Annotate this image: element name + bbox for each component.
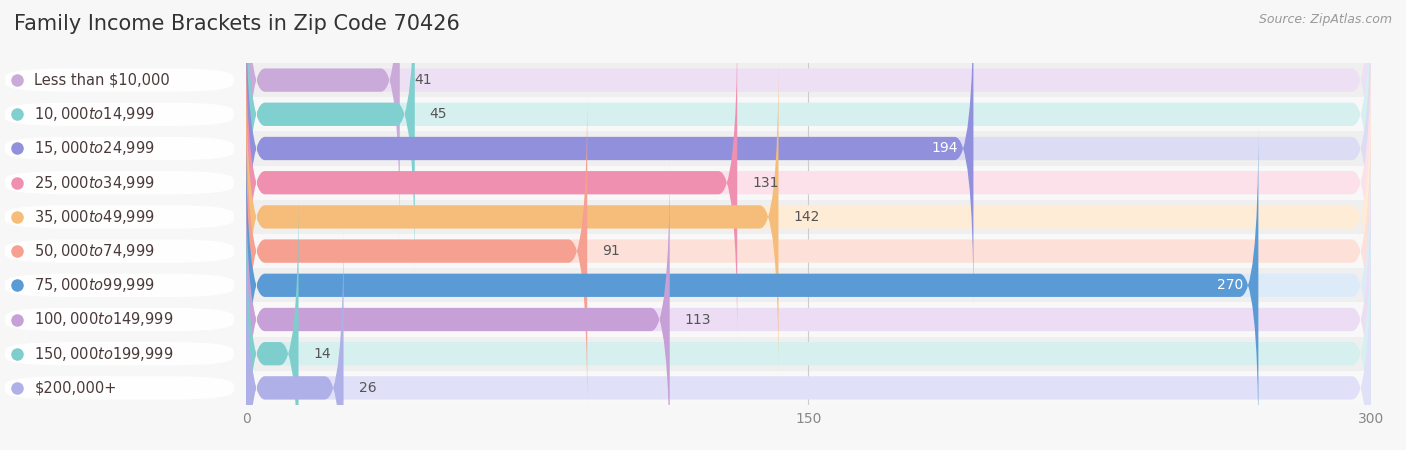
Bar [246,97,1371,131]
Text: 41: 41 [415,73,433,87]
FancyBboxPatch shape [4,274,233,297]
Text: 131: 131 [752,176,779,190]
Text: 26: 26 [359,381,377,395]
Bar [246,200,1371,234]
FancyBboxPatch shape [246,194,1371,450]
Text: $15,000 to $24,999: $15,000 to $24,999 [35,140,155,158]
FancyBboxPatch shape [246,229,343,450]
FancyBboxPatch shape [246,23,1371,342]
FancyBboxPatch shape [246,160,1371,450]
FancyBboxPatch shape [246,160,669,450]
Text: $75,000 to $99,999: $75,000 to $99,999 [35,276,155,294]
Bar [246,166,1371,200]
FancyBboxPatch shape [4,137,233,160]
FancyBboxPatch shape [4,342,233,365]
Text: 91: 91 [602,244,620,258]
Text: $200,000+: $200,000+ [35,380,117,396]
FancyBboxPatch shape [246,126,1258,445]
Bar [246,302,1371,337]
Text: Source: ZipAtlas.com: Source: ZipAtlas.com [1258,14,1392,27]
FancyBboxPatch shape [246,92,588,410]
Text: 14: 14 [314,346,332,361]
Text: Less than $10,000: Less than $10,000 [35,72,170,88]
Text: 270: 270 [1218,278,1243,293]
FancyBboxPatch shape [4,68,233,92]
FancyBboxPatch shape [4,239,233,263]
Text: $150,000 to $199,999: $150,000 to $199,999 [35,345,174,363]
FancyBboxPatch shape [246,92,1371,410]
FancyBboxPatch shape [4,308,233,331]
Text: 194: 194 [932,141,959,156]
FancyBboxPatch shape [4,171,233,194]
FancyBboxPatch shape [4,103,233,126]
Text: Family Income Brackets in Zip Code 70426: Family Income Brackets in Zip Code 70426 [14,14,460,33]
Text: 45: 45 [430,107,447,122]
FancyBboxPatch shape [246,0,415,274]
Text: $50,000 to $74,999: $50,000 to $74,999 [35,242,155,260]
Bar [246,371,1371,405]
FancyBboxPatch shape [4,376,233,400]
Bar [246,337,1371,371]
Text: 142: 142 [793,210,820,224]
Text: 113: 113 [685,312,711,327]
FancyBboxPatch shape [246,126,1371,445]
FancyBboxPatch shape [4,205,233,229]
FancyBboxPatch shape [246,0,1371,274]
Text: $100,000 to $149,999: $100,000 to $149,999 [35,310,174,328]
Text: $10,000 to $14,999: $10,000 to $14,999 [35,105,155,123]
FancyBboxPatch shape [246,0,1371,239]
FancyBboxPatch shape [246,194,298,450]
FancyBboxPatch shape [246,0,399,239]
FancyBboxPatch shape [246,0,973,308]
Text: $25,000 to $34,999: $25,000 to $34,999 [35,174,155,192]
Text: $35,000 to $49,999: $35,000 to $49,999 [35,208,155,226]
Bar [246,234,1371,268]
Bar [246,268,1371,302]
FancyBboxPatch shape [246,229,1371,450]
FancyBboxPatch shape [246,23,737,342]
FancyBboxPatch shape [246,58,1371,376]
FancyBboxPatch shape [246,0,1371,308]
Bar [246,63,1371,97]
Bar [246,131,1371,166]
FancyBboxPatch shape [246,58,779,376]
